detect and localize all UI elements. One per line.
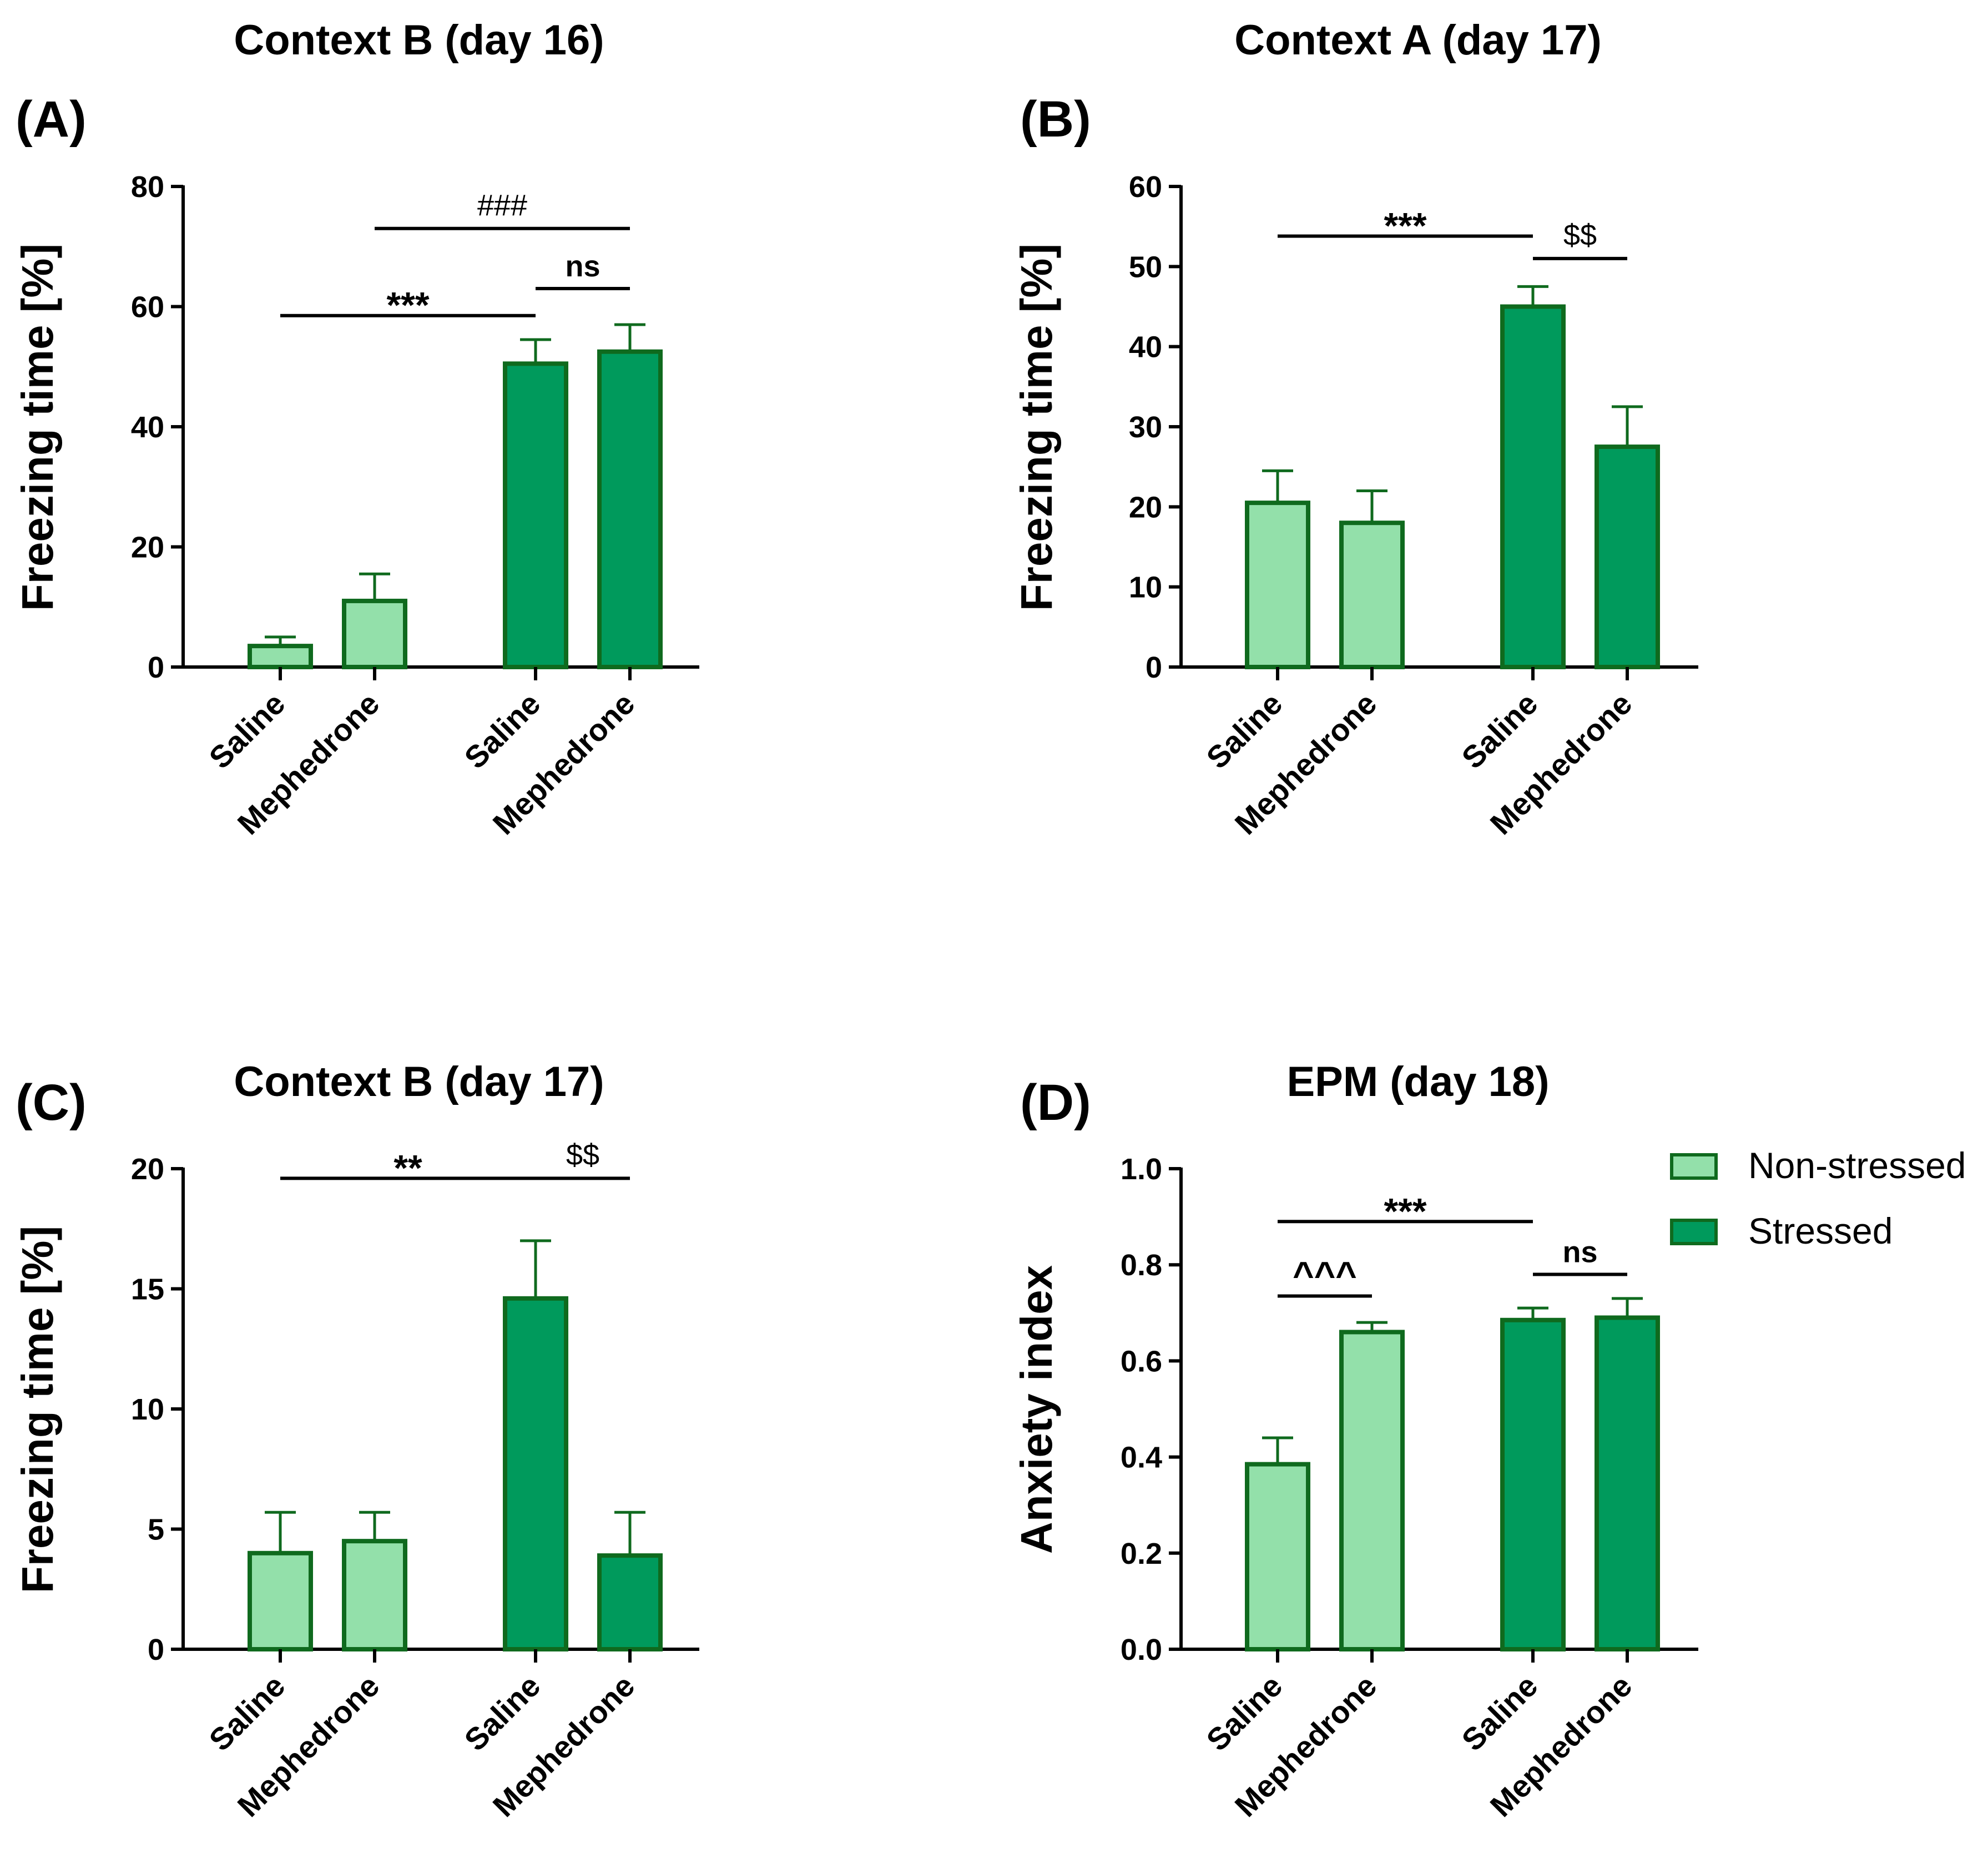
significance-label: $$ bbox=[1563, 219, 1597, 252]
y-tick-label: 40 bbox=[1129, 331, 1162, 364]
chart-title: Context B (day 16) bbox=[234, 17, 604, 64]
y-axis-label: Freezing time [%] bbox=[13, 244, 62, 611]
x-tick-label: Saline bbox=[457, 686, 547, 775]
y-tick-label: 10 bbox=[131, 1393, 164, 1426]
y-tick-label: 0 bbox=[148, 651, 164, 684]
y-tick-label: 0.0 bbox=[1121, 1633, 1162, 1666]
significance-label: *** bbox=[386, 285, 429, 326]
significance-label: $$ bbox=[566, 1138, 599, 1171]
legend: Non-stressed Stressed bbox=[1670, 1145, 1966, 1251]
bar bbox=[342, 598, 407, 670]
y-tick-label: 20 bbox=[131, 1153, 164, 1186]
y-tick-label: 20 bbox=[1129, 491, 1162, 524]
bar bbox=[248, 1550, 313, 1652]
y-tick-label: 30 bbox=[1129, 411, 1162, 444]
y-tick-label: 50 bbox=[1129, 250, 1162, 284]
legend-label: Non-stressed bbox=[1748, 1145, 1966, 1186]
significance-label: ns bbox=[565, 250, 600, 283]
legend-swatch bbox=[1670, 1153, 1718, 1180]
bar bbox=[1500, 1317, 1566, 1652]
y-tick-label: 1.0 bbox=[1121, 1153, 1162, 1186]
y-tick-label: 60 bbox=[131, 291, 164, 324]
bar bbox=[1245, 501, 1310, 669]
chart-panel-c: (C) Context B (day 17) Freezing time [%] 0 5… bbox=[13, 1058, 699, 1823]
y-axis-label: Anxiety index bbox=[1012, 1265, 1061, 1554]
y-tick-label: 60 bbox=[1129, 170, 1162, 204]
bar bbox=[248, 644, 313, 670]
bar bbox=[342, 1539, 407, 1651]
bar bbox=[1500, 304, 1566, 669]
bar bbox=[1595, 1315, 1660, 1651]
y-axis-label: Freezing time [%] bbox=[1012, 244, 1061, 611]
y-tick-label: 40 bbox=[131, 411, 164, 444]
chart-title: Context A (day 17) bbox=[1234, 17, 1602, 64]
y-tick-label: 20 bbox=[131, 531, 164, 564]
legend-swatch bbox=[1670, 1219, 1718, 1245]
bar bbox=[597, 349, 663, 669]
y-tick-label: 5 bbox=[148, 1513, 164, 1547]
significance-label: ** bbox=[393, 1147, 422, 1188]
chart-title: EPM (day 18) bbox=[1286, 1058, 1549, 1105]
chart-panel-a: (A) Context B (day 16) Freezing time [%] 0 2… bbox=[13, 17, 699, 841]
x-tick-label: Saline bbox=[1199, 686, 1289, 775]
chart-panel-d: (D) EPM (day 18) Anxiety index 0.0 0.2 0.4 0.6… bbox=[1012, 1058, 1698, 1823]
y-tick-label: 15 bbox=[131, 1273, 164, 1306]
x-tick-label: Saline bbox=[1199, 1668, 1289, 1757]
panel-label: (C) bbox=[16, 1074, 87, 1131]
legend-label: Stressed bbox=[1748, 1210, 1893, 1251]
bar bbox=[1595, 444, 1660, 669]
y-tick-label: 0.4 bbox=[1121, 1441, 1162, 1474]
y-tick-label: 10 bbox=[1129, 571, 1162, 604]
y-tick-label: 0 bbox=[1146, 651, 1162, 684]
panel-label: (D) bbox=[1020, 1074, 1091, 1131]
x-tick-label: Saline bbox=[202, 686, 291, 775]
significance-label: ns bbox=[1562, 1236, 1597, 1269]
significance-label: *** bbox=[1384, 1190, 1426, 1231]
bar bbox=[597, 1553, 663, 1651]
x-tick-label: Saline bbox=[1455, 1668, 1544, 1757]
bar bbox=[503, 361, 568, 669]
y-tick-label: 80 bbox=[131, 170, 164, 204]
bar bbox=[1245, 1462, 1310, 1652]
bar bbox=[1339, 1330, 1405, 1651]
significance-label: *** bbox=[1384, 205, 1426, 246]
y-tick-label: 0.2 bbox=[1121, 1537, 1162, 1570]
y-axis-label: Freezing time [%] bbox=[13, 1226, 62, 1593]
x-tick-label: Saline bbox=[1455, 686, 1544, 775]
panel-label: (B) bbox=[1020, 91, 1091, 148]
x-tick-label: Saline bbox=[202, 1668, 291, 1757]
significance-label: ^^^ bbox=[1293, 1254, 1357, 1295]
chart-panel-b: (B) Context A (day 17) Freezing time [%] 0 1… bbox=[1012, 17, 1698, 841]
chart-title: Context B (day 17) bbox=[234, 1058, 604, 1105]
y-tick-label: 0 bbox=[148, 1633, 164, 1666]
bar bbox=[503, 1296, 568, 1652]
x-tick-label: Saline bbox=[457, 1668, 547, 1757]
panel-label: (A) bbox=[16, 91, 87, 148]
y-tick-label: 0.6 bbox=[1121, 1345, 1162, 1378]
significance-label: ### bbox=[477, 189, 527, 222]
bar bbox=[1339, 521, 1405, 669]
y-tick-label: 0.8 bbox=[1121, 1249, 1162, 1282]
